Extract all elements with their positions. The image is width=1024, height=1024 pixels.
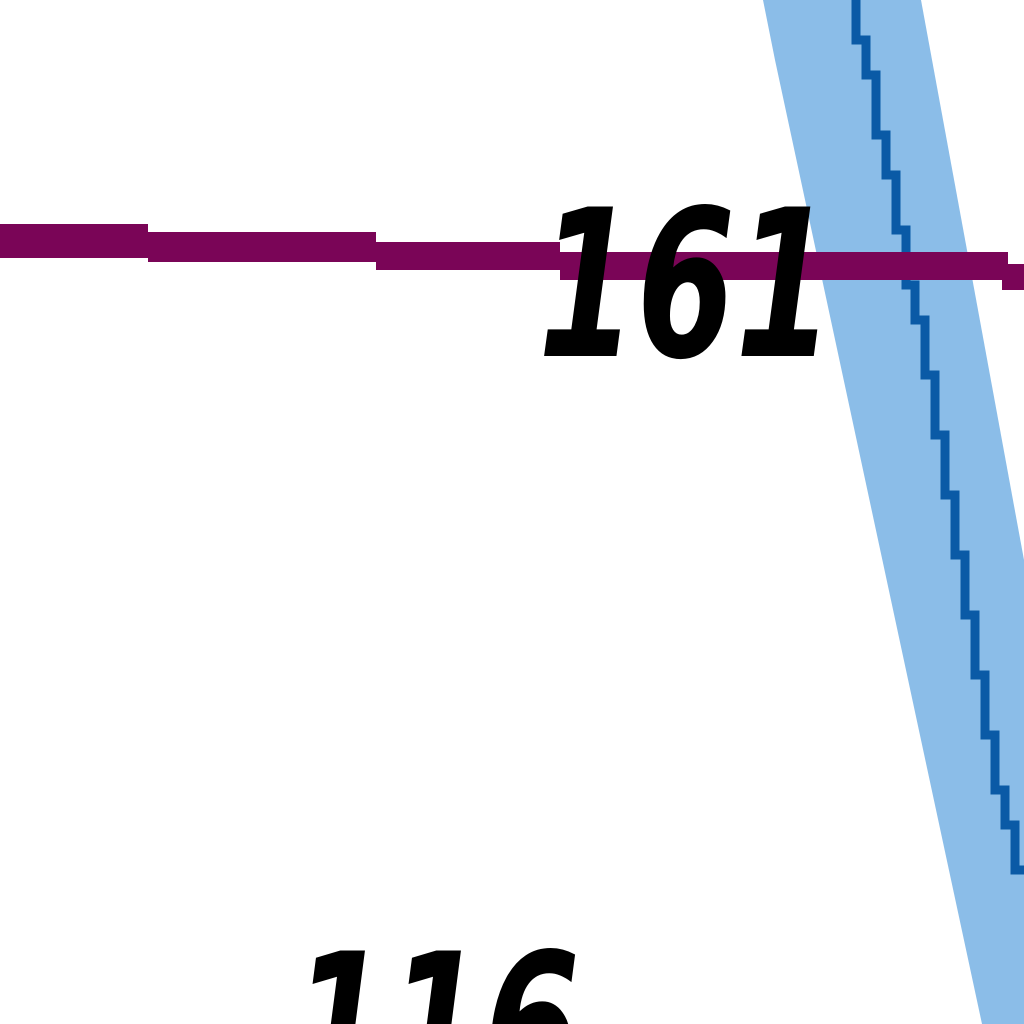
road-line [0,224,1024,290]
river-centerline [851,0,1024,875]
river-band [763,0,1024,1024]
road-number-label: 161 [538,167,834,405]
partial-number-label: 116 [292,911,580,1024]
